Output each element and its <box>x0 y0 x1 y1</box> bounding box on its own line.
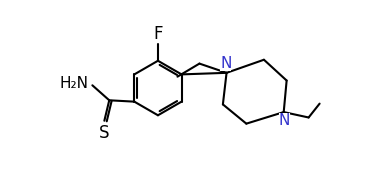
Text: S: S <box>99 124 110 142</box>
Text: H₂N: H₂N <box>59 76 88 92</box>
Text: F: F <box>153 25 163 43</box>
Text: N: N <box>279 113 290 129</box>
Text: N: N <box>220 56 231 72</box>
